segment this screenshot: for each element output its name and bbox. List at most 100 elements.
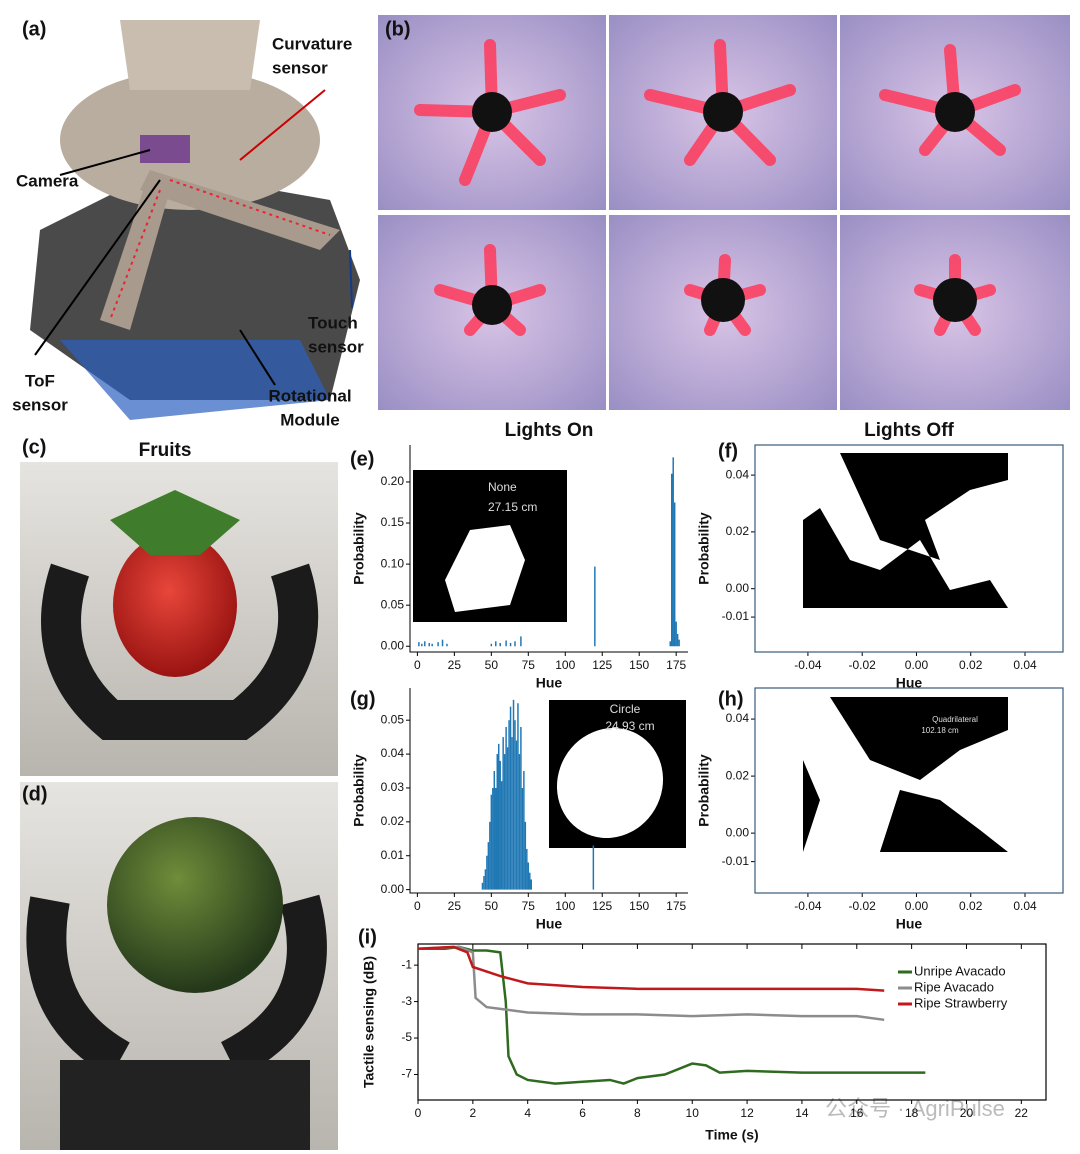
y-tick-label: 0.02 [726,524,750,538]
annotation: Module [280,410,340,429]
bar [441,639,444,647]
y-tick-label: 0.00 [381,638,405,652]
y-axis-label: Probability [696,754,712,827]
inset-label: 27.15 cm [488,500,537,514]
annotation: Camera [16,171,79,190]
bar [521,787,524,890]
x-tick-label: 20 [960,1106,974,1120]
annotation: Curvature [272,34,352,53]
legend-label: Ripe Strawberry [914,995,1008,1010]
bar [594,566,596,647]
y-tick-label: 0.05 [381,712,405,726]
y-tick-label: 0.05 [381,597,405,611]
bar [524,821,527,890]
x-tick-label: 175 [666,899,686,913]
bar [675,621,677,647]
line [418,945,926,1085]
bar [446,643,448,647]
inset-label: None [488,480,517,494]
x-tick-label: 150 [629,899,649,913]
x-tick-label: -0.02 [849,899,877,913]
bar [509,642,512,647]
avocado-photo [20,782,338,1150]
panel-label: (h) [718,688,744,710]
bar [520,636,522,647]
bar [673,502,676,647]
bar [523,771,525,890]
annotation: sensor [12,395,68,414]
x-tick-label: 25 [448,899,462,913]
x-tick-label: 22 [1015,1106,1029,1120]
y-tick-label: 0.03 [381,780,405,794]
bar [418,642,420,647]
bar [529,872,531,890]
panel-label: (d) [22,783,48,805]
bar [489,821,491,890]
bar [499,760,501,890]
y-tick-label: 0.00 [726,581,750,595]
annotation: sensor [308,337,364,356]
y-tick-label: 0.15 [381,515,405,529]
bar [515,740,518,890]
bar [428,642,430,647]
bar [495,787,497,890]
y-axis-label: Probability [351,512,367,585]
y-axis-label: Probability [351,754,367,827]
x-axis-label: Hue [536,675,563,691]
bar [672,457,674,647]
panel-label: (i) [358,926,377,948]
y-axis-label: Probability [696,512,712,585]
axis-spines [409,688,688,894]
y-tick-label: 0.10 [381,556,405,570]
bar [506,747,509,890]
bar [503,754,506,890]
legend-label: Ripe Avacado [914,979,994,994]
line [417,945,885,1022]
x-axis-label: Hue [896,675,923,691]
chart-title: Lights On [505,420,594,441]
binary-image [803,697,1008,852]
bar [509,706,512,890]
y-tick-label: 0.01 [381,848,405,862]
bar [512,699,515,890]
x-tick-label: 14 [795,1106,809,1120]
bar [592,845,595,890]
x-tick-label: -0.02 [849,658,877,672]
x-tick-label: 0 [415,1106,422,1120]
bar [669,641,671,647]
bar [505,726,507,890]
gripper-render [30,20,360,420]
x-tick-label: 150 [629,658,649,672]
panel-label: (f) [718,440,738,462]
annotation: Rotational [268,386,351,405]
bar [511,737,513,890]
y-tick-label: 0.00 [381,882,405,896]
bar [490,794,493,890]
x-axis-label: Hue [536,916,563,932]
y-tick-label: 0.20 [381,474,405,488]
bar [493,771,496,890]
y-tick-label: 0.00 [726,825,750,839]
x-tick-label: 125 [592,899,612,913]
y-tick-label: 0.02 [381,814,405,828]
panel-label: (b) [385,18,411,40]
y-tick-label: -7 [401,1067,412,1081]
bar [497,743,500,890]
bar [490,643,493,647]
x-tick-label: 16 [850,1106,864,1120]
plot-frame [417,943,1047,1101]
x-tick-label: 4 [524,1106,531,1120]
plot-frame [754,687,1064,894]
bar [530,879,532,890]
photo-title: Fruits [139,440,192,461]
bar [495,641,497,647]
bar [486,855,488,890]
y-tick-label: -5 [401,1030,412,1044]
x-tick-label: 0 [414,899,421,913]
bar [499,642,501,647]
bar [500,781,503,890]
x-tick-label: 18 [905,1106,919,1120]
inset-mask [413,470,567,622]
bar [424,641,426,647]
